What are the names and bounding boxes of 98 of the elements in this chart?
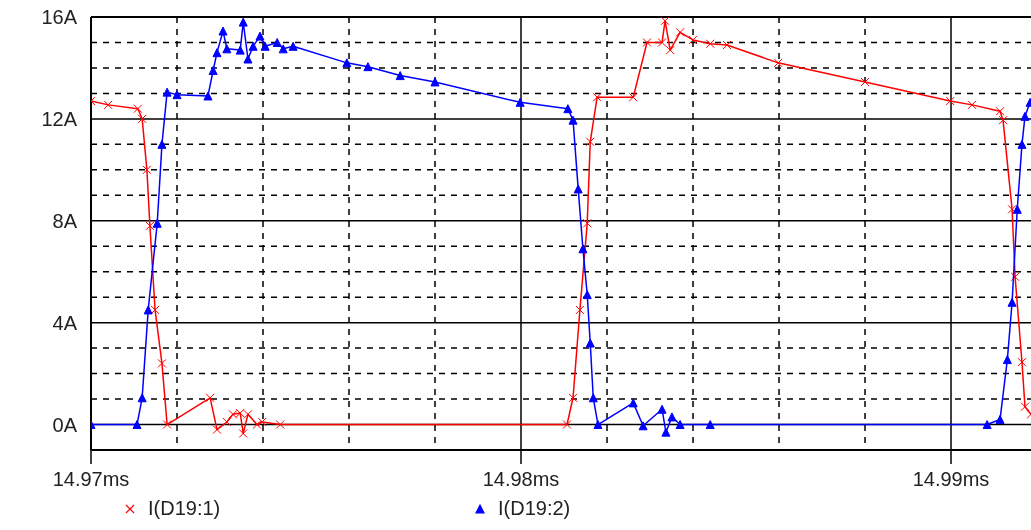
point — [137, 393, 147, 403]
point — [162, 420, 172, 430]
point — [563, 104, 573, 114]
point — [628, 92, 638, 102]
point — [248, 41, 258, 51]
point — [212, 425, 222, 435]
y-tick-label: 8A — [52, 209, 78, 232]
point — [773, 58, 783, 68]
point — [657, 404, 667, 414]
point — [1017, 357, 1027, 367]
point — [998, 115, 1008, 125]
point — [255, 31, 265, 41]
point — [705, 39, 715, 49]
point — [132, 420, 142, 430]
point — [995, 414, 1005, 424]
point — [222, 44, 232, 54]
point — [342, 58, 352, 68]
point — [152, 218, 162, 228]
point — [1007, 204, 1017, 214]
point — [278, 44, 288, 54]
point — [588, 393, 598, 403]
point — [150, 305, 160, 315]
point — [638, 421, 648, 431]
point — [103, 100, 113, 110]
point — [515, 97, 525, 107]
point — [430, 77, 440, 87]
point — [578, 244, 588, 254]
point — [593, 420, 603, 430]
point — [568, 393, 578, 403]
point — [660, 16, 670, 26]
point — [657, 37, 667, 47]
point — [585, 137, 595, 147]
point — [157, 139, 167, 149]
point — [203, 91, 213, 101]
point — [722, 40, 732, 50]
point — [568, 115, 578, 125]
point — [212, 48, 222, 58]
y-tick-label: 12A — [41, 107, 78, 130]
point — [661, 427, 671, 437]
point — [137, 114, 147, 124]
point — [860, 77, 870, 87]
point — [222, 417, 232, 427]
point — [172, 90, 182, 100]
point — [272, 37, 282, 47]
point — [143, 305, 153, 315]
x-tick-label: 14.98ms — [482, 468, 560, 490]
point — [243, 54, 253, 64]
y-tick-label: 16A — [41, 6, 78, 28]
point — [238, 428, 248, 438]
point — [628, 398, 638, 408]
point — [582, 290, 592, 300]
y-tick-label: 4A — [52, 311, 78, 334]
point — [395, 71, 405, 81]
point — [238, 17, 248, 27]
point — [688, 35, 698, 45]
point — [205, 393, 215, 403]
point — [575, 305, 585, 315]
point — [945, 96, 955, 106]
point — [145, 221, 155, 231]
point — [275, 420, 285, 430]
point — [573, 184, 583, 194]
point — [1017, 139, 1027, 149]
point — [363, 62, 373, 72]
point — [592, 92, 602, 102]
point — [1010, 272, 1020, 282]
point — [967, 100, 977, 110]
point — [642, 37, 652, 47]
point — [162, 87, 172, 97]
point — [257, 417, 267, 427]
x-tick-label: 14.99ms — [912, 468, 990, 490]
point — [562, 420, 572, 430]
point — [585, 338, 595, 348]
point — [260, 41, 270, 51]
point — [1007, 297, 1017, 307]
point — [288, 41, 298, 51]
x-tick-label: 14.97ms — [52, 468, 130, 490]
y-tick-label: 0A — [52, 413, 78, 436]
legend-label: I(D19:1) — [148, 497, 221, 519]
point — [157, 358, 167, 368]
point — [665, 45, 675, 55]
point — [1020, 111, 1030, 121]
point — [667, 412, 677, 422]
point — [675, 27, 685, 37]
point — [1002, 355, 1012, 365]
point — [982, 420, 992, 430]
point — [142, 165, 152, 175]
point — [675, 420, 685, 430]
point — [218, 26, 228, 36]
point — [582, 218, 592, 228]
point — [252, 420, 262, 430]
legend-label: I(D19:2) — [498, 497, 571, 519]
point — [133, 104, 143, 114]
point — [1012, 204, 1022, 214]
point — [995, 106, 1005, 116]
point — [235, 45, 245, 55]
point — [705, 420, 715, 430]
point — [1020, 402, 1030, 412]
point — [208, 65, 218, 75]
